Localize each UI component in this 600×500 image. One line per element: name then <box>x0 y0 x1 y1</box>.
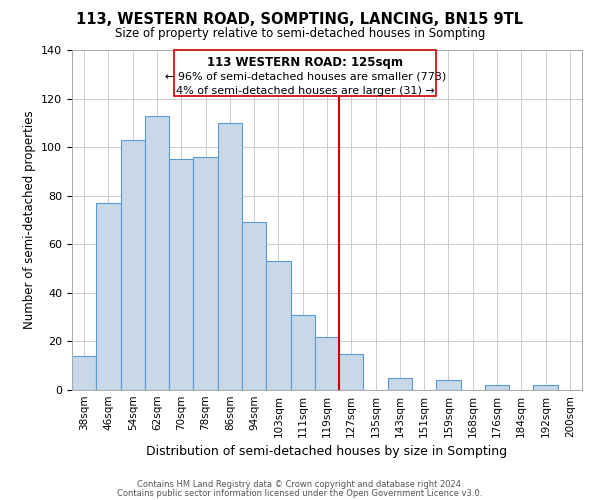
Bar <box>193 157 218 390</box>
Text: Size of property relative to semi-detached houses in Sompting: Size of property relative to semi-detach… <box>115 28 485 40</box>
FancyBboxPatch shape <box>174 50 436 96</box>
X-axis label: Distribution of semi-detached houses by size in Sompting: Distribution of semi-detached houses by … <box>146 446 508 458</box>
Text: 113, WESTERN ROAD, SOMPTING, LANCING, BN15 9TL: 113, WESTERN ROAD, SOMPTING, LANCING, BN… <box>76 12 524 28</box>
Bar <box>315 336 339 390</box>
Text: Contains HM Land Registry data © Crown copyright and database right 2024.: Contains HM Land Registry data © Crown c… <box>137 480 463 489</box>
Text: Contains public sector information licensed under the Open Government Licence v3: Contains public sector information licen… <box>118 488 482 498</box>
Bar <box>218 123 242 390</box>
Bar <box>145 116 169 390</box>
Bar <box>266 262 290 390</box>
Bar <box>533 385 558 390</box>
Y-axis label: Number of semi-detached properties: Number of semi-detached properties <box>23 110 35 330</box>
Bar <box>169 160 193 390</box>
Bar <box>290 314 315 390</box>
Text: ← 96% of semi-detached houses are smaller (773): ← 96% of semi-detached houses are smalle… <box>164 72 446 82</box>
Bar <box>242 222 266 390</box>
Bar <box>436 380 461 390</box>
Bar <box>72 356 96 390</box>
Bar <box>121 140 145 390</box>
Bar <box>388 378 412 390</box>
Bar <box>339 354 364 390</box>
Bar <box>485 385 509 390</box>
Bar <box>96 203 121 390</box>
Text: 113 WESTERN ROAD: 125sqm: 113 WESTERN ROAD: 125sqm <box>207 56 403 70</box>
Text: 4% of semi-detached houses are larger (31) →: 4% of semi-detached houses are larger (3… <box>176 86 434 96</box>
